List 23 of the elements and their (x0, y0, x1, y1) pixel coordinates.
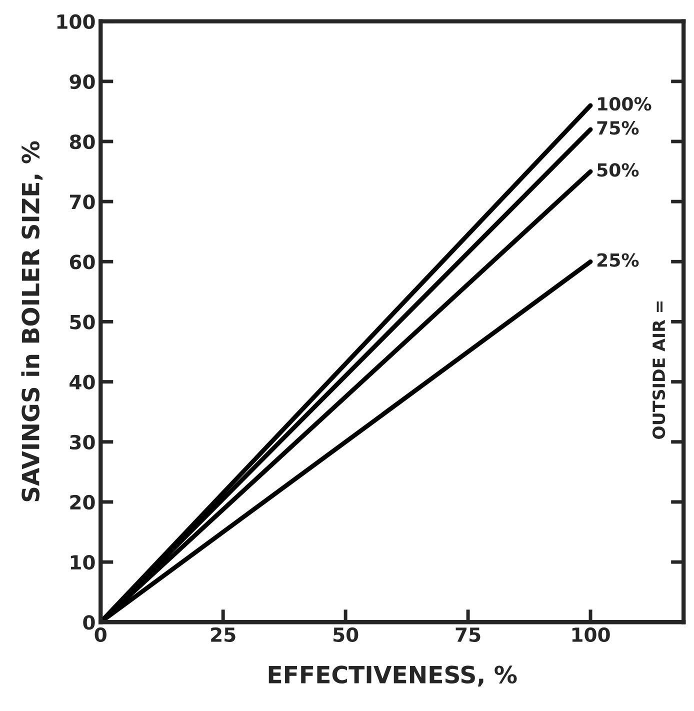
y-tick-label: 100 (57, 14, 95, 29)
y-axis-title: SAVINGS in BOILER SIZE, % (21, 141, 43, 502)
y-tick-label: 40 (70, 374, 95, 390)
series-label: 75% (597, 121, 639, 135)
x-tick-label: 25 (211, 627, 236, 642)
y-tick-label: 80 (70, 134, 95, 150)
y-tick-label: 60 (70, 254, 95, 270)
y-tick-label: 90 (70, 74, 95, 90)
series-label: 100% (598, 97, 652, 111)
annotation: OUTSIDE AIR = (652, 302, 666, 439)
series-label: 50% (597, 163, 639, 177)
y-tick-label: 20 (70, 494, 95, 510)
y-tick-label: 50 (70, 314, 95, 330)
y-tick-label: 10 (70, 555, 95, 570)
x-tick-label: 75 (456, 628, 480, 642)
x-axis-title: EFFECTIVENESS, % (268, 666, 517, 687)
x-tick-label: 100 (572, 627, 610, 642)
y-tick-label: 30 (70, 434, 95, 450)
x-tick-label: 50 (334, 627, 358, 642)
y-tick-label: 0 (83, 615, 95, 630)
y-tick-label: 70 (70, 194, 95, 210)
series-label: 25% (597, 253, 639, 267)
x-tick-label: 0 (94, 627, 106, 642)
